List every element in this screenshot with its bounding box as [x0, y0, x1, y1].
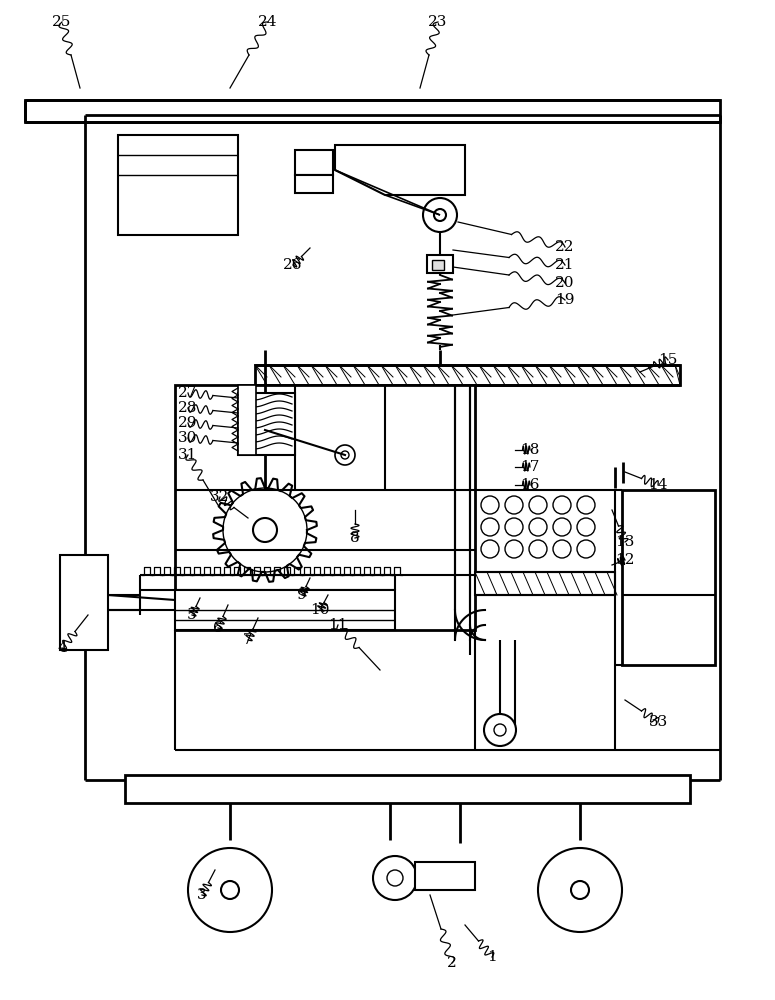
Text: 22: 22	[555, 240, 575, 254]
Text: 2: 2	[447, 956, 457, 970]
Bar	[295, 150, 333, 175]
Text: 19: 19	[555, 293, 575, 307]
Text: 11: 11	[329, 618, 348, 632]
Circle shape	[538, 848, 622, 932]
Bar	[118, 135, 238, 235]
Text: 27: 27	[178, 386, 198, 400]
Text: 17: 17	[520, 460, 539, 474]
Circle shape	[335, 445, 355, 465]
Text: 9: 9	[297, 588, 307, 602]
Text: 12: 12	[615, 553, 635, 567]
Bar	[295, 175, 333, 193]
Bar	[238, 385, 256, 455]
Text: 15: 15	[658, 353, 677, 367]
Text: 1: 1	[487, 950, 497, 964]
Bar	[175, 590, 395, 630]
Text: 4: 4	[57, 641, 67, 655]
Bar	[60, 555, 108, 650]
Circle shape	[553, 540, 571, 558]
Text: 3: 3	[197, 888, 207, 902]
Circle shape	[577, 540, 595, 558]
Circle shape	[577, 518, 595, 536]
Text: 10: 10	[310, 603, 329, 617]
Text: 25: 25	[53, 15, 71, 29]
Circle shape	[571, 881, 589, 899]
Circle shape	[253, 518, 277, 542]
Circle shape	[529, 496, 547, 514]
Text: 29: 29	[178, 416, 198, 430]
Text: 31: 31	[178, 448, 198, 462]
Bar	[475, 572, 615, 595]
Text: 24: 24	[258, 15, 277, 29]
Circle shape	[505, 496, 523, 514]
Bar	[432, 260, 444, 270]
Text: 8: 8	[350, 531, 360, 545]
Text: 14: 14	[648, 478, 668, 492]
Text: 18: 18	[520, 443, 539, 457]
Circle shape	[221, 881, 239, 899]
Bar	[255, 365, 680, 385]
Text: 21: 21	[555, 258, 575, 272]
Text: 23: 23	[429, 15, 448, 29]
Circle shape	[529, 540, 547, 558]
Text: 33: 33	[649, 715, 667, 729]
Circle shape	[484, 714, 516, 746]
Circle shape	[553, 496, 571, 514]
Circle shape	[529, 518, 547, 536]
Circle shape	[481, 496, 499, 514]
Text: 20: 20	[555, 276, 575, 290]
Polygon shape	[335, 145, 465, 195]
Circle shape	[505, 540, 523, 558]
Circle shape	[481, 540, 499, 558]
Circle shape	[481, 518, 499, 536]
Circle shape	[494, 724, 506, 736]
Circle shape	[577, 496, 595, 514]
Text: 13: 13	[615, 535, 635, 549]
Circle shape	[188, 848, 272, 932]
Bar	[415, 862, 475, 890]
Bar	[25, 100, 720, 122]
Bar	[427, 255, 453, 273]
Circle shape	[341, 451, 349, 459]
Bar	[238, 393, 295, 455]
Text: 26: 26	[283, 258, 303, 272]
Bar	[622, 490, 715, 665]
Text: 28: 28	[178, 401, 198, 415]
Circle shape	[387, 870, 403, 886]
Circle shape	[373, 856, 417, 900]
Text: 16: 16	[520, 478, 539, 492]
Text: 6: 6	[213, 621, 223, 635]
Circle shape	[553, 518, 571, 536]
Text: 7: 7	[243, 633, 253, 647]
Bar	[125, 775, 690, 803]
Circle shape	[505, 518, 523, 536]
Circle shape	[434, 209, 446, 221]
Bar	[175, 385, 475, 630]
Text: 30: 30	[178, 431, 198, 445]
Text: 32: 32	[210, 490, 229, 504]
Text: 5: 5	[188, 608, 197, 622]
